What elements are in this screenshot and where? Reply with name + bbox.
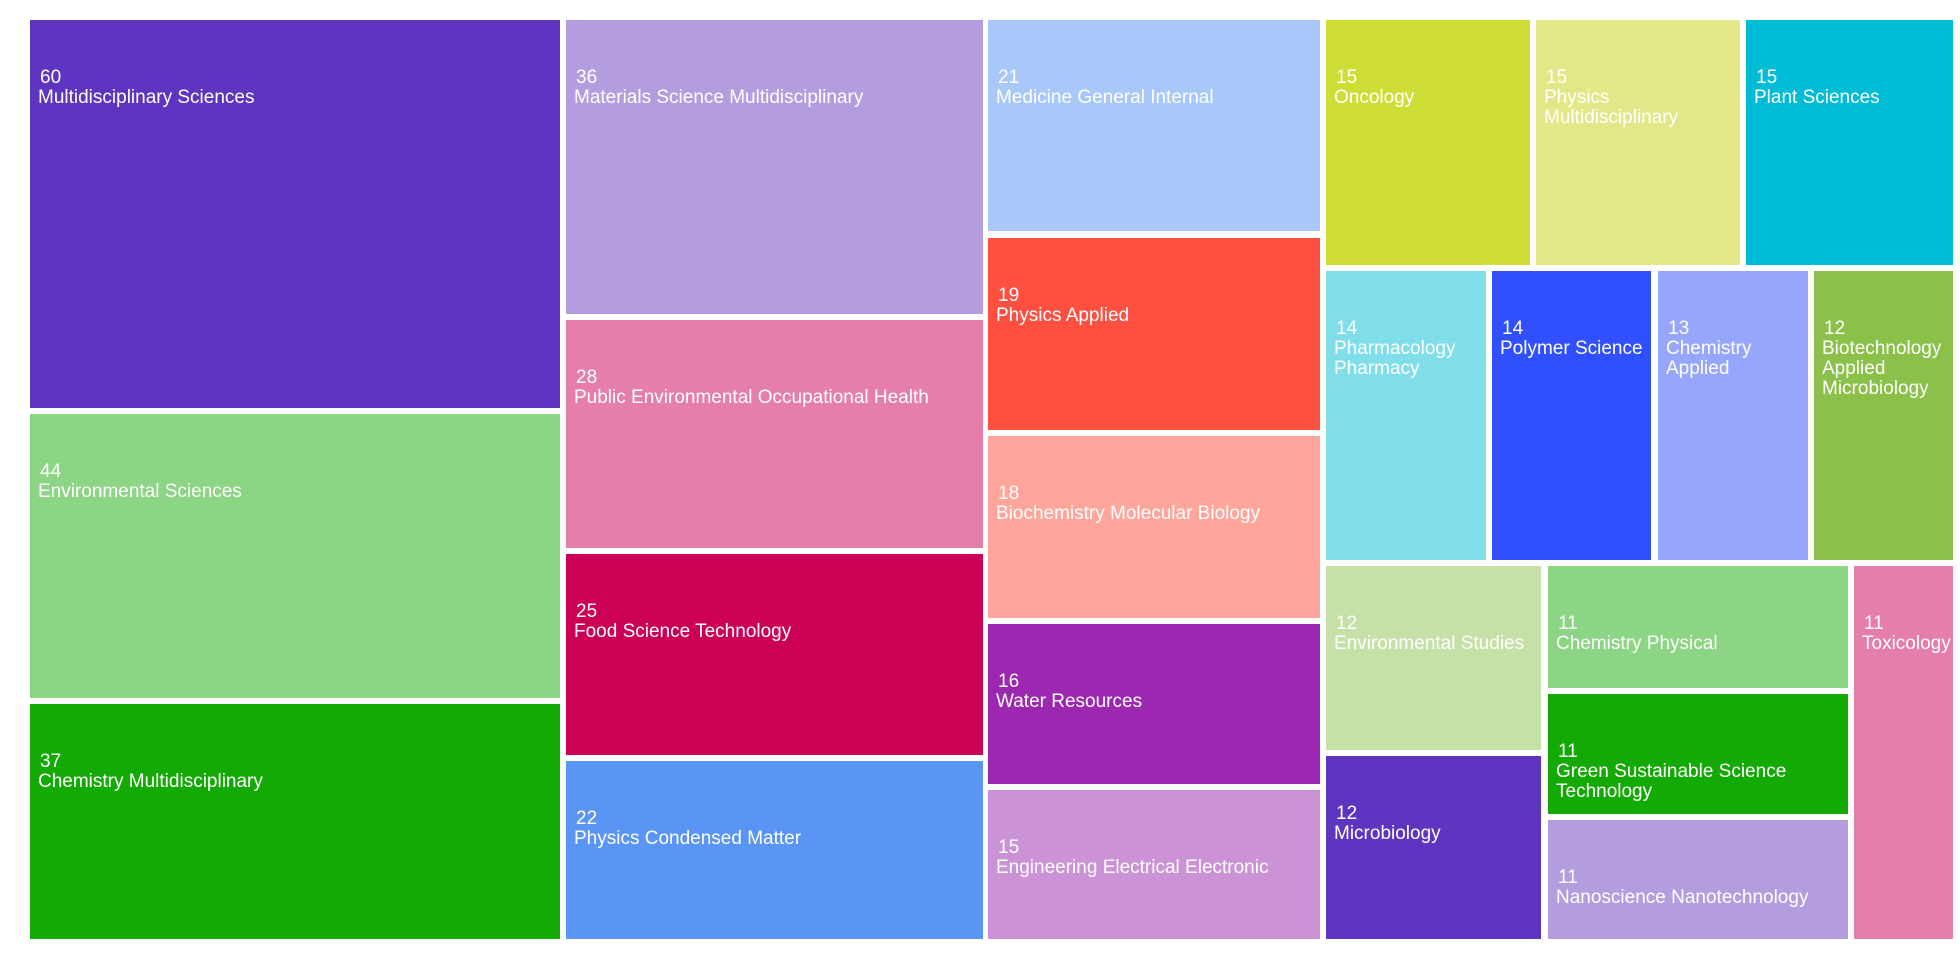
treemap-tile[interactable]: 15 Plant Sciences: [1746, 20, 1953, 265]
tile-value: 15: [1336, 67, 1358, 88]
tile-label: Water Resources: [996, 691, 1143, 712]
treemap-tile[interactable]: 16 Water Resources: [988, 624, 1320, 784]
treemap-tile[interactable]: 12 Microbiology: [1326, 756, 1541, 939]
tile-label: Chemistry Physical: [1556, 633, 1718, 654]
tile-value: 15: [998, 837, 1020, 858]
tile-value: 14: [1336, 318, 1358, 339]
treemap-tile[interactable]: 18 Biochemistry Molecular Biology: [988, 436, 1320, 618]
treemap-tile[interactable]: 15 Engineering Electrical Electronic: [988, 790, 1320, 939]
tile-value: 12: [1336, 613, 1358, 634]
tile-value: 11: [1864, 613, 1884, 634]
tile-label: Materials Science Multidisciplinary: [574, 87, 864, 108]
tile-label: Biotechnology Applied Microbiology: [1822, 338, 1942, 399]
treemap-tile[interactable]: 36 Materials Science Multidisciplinary: [566, 20, 983, 314]
tile-label: Oncology: [1334, 87, 1415, 108]
tile-value: 44: [40, 461, 62, 482]
treemap-tile[interactable]: 22 Physics Condensed Matter: [566, 761, 983, 939]
treemap-tile[interactable]: 44 Environmental Sciences: [30, 414, 560, 698]
treemap-tile[interactable]: 15 Oncology: [1326, 20, 1530, 265]
tile-label: Plant Sciences: [1754, 87, 1880, 108]
treemap-tile[interactable]: 25 Food Science Technology: [566, 554, 983, 755]
tile-value: 11: [1558, 867, 1578, 888]
tile-label: Multidisciplinary Sciences: [38, 87, 255, 108]
tile-value: 12: [1824, 318, 1846, 339]
tile-value: 11: [1558, 741, 1578, 762]
treemap-tile[interactable]: 37 Chemistry Multidisciplinary: [30, 704, 560, 939]
tile-value: 37: [40, 751, 62, 772]
tile-value: 60: [40, 67, 62, 88]
tile-label: Nanoscience Nanotechnology: [1556, 887, 1809, 908]
tile-label: Public Environmental Occupational Health: [574, 387, 929, 408]
tile-value: 28: [576, 367, 598, 388]
tile-label: Green Sustainable Science Technology: [1556, 761, 1787, 802]
treemap-tile[interactable]: 14 Pharmacology Pharmacy: [1326, 271, 1486, 560]
treemap-tile[interactable]: 13 Chemistry Applied: [1658, 271, 1808, 560]
tile-value: 11: [1558, 613, 1578, 634]
tile-label: Chemistry Multidisciplinary: [38, 771, 263, 792]
treemap-tile[interactable]: 11 Chemistry Physical: [1548, 566, 1848, 688]
tile-label: Medicine General Internal: [996, 87, 1214, 108]
tile-value: 19: [998, 285, 1020, 306]
tile-label: Physics Condensed Matter: [574, 828, 802, 849]
treemap-tile[interactable]: 21 Medicine General Internal: [988, 20, 1320, 231]
treemap-tile[interactable]: 11 Toxicology: [1854, 566, 1953, 939]
tile-label: Toxicology: [1862, 633, 1951, 654]
treemap-tile[interactable]: 28 Public Environmental Occupational Heal…: [566, 320, 983, 548]
tile-label: Polymer Science: [1500, 338, 1643, 359]
tile-label: Environmental Studies: [1334, 633, 1525, 654]
tile-value: 21: [998, 67, 1020, 88]
tile-label: Environmental Sciences: [38, 481, 242, 502]
tile-value: 14: [1502, 318, 1524, 339]
tile-value: 15: [1546, 67, 1568, 88]
tile-value: 22: [576, 808, 598, 829]
tile-value: 36: [576, 67, 598, 88]
treemap-tile[interactable]: 12 Biotechnology Applied Microbiology: [1814, 271, 1953, 560]
tile-value: 18: [998, 483, 1020, 504]
treemap-tile[interactable]: 19 Physics Applied: [988, 238, 1320, 430]
treemap-tile[interactable]: 60 Multidisciplinary Sciences: [30, 20, 560, 408]
tile-value: 15: [1756, 67, 1778, 88]
tile-value: 25: [576, 601, 598, 622]
tile-value: 13: [1668, 318, 1690, 339]
tile-label: Physics Applied: [996, 305, 1130, 326]
tile-label: Microbiology: [1334, 823, 1441, 844]
tile-label: Engineering Electrical Electronic: [996, 857, 1269, 878]
tile-value: 12: [1336, 803, 1358, 824]
tile-value: 16: [998, 671, 1020, 692]
tile-label: Physics Multidisciplinary: [1544, 87, 1679, 128]
treemap-tile[interactable]: 15 Physics Multidisciplinary: [1536, 20, 1740, 265]
treemap-tile[interactable]: 11 Nanoscience Nanotechnology: [1548, 820, 1848, 939]
tile-label: Biochemistry Molecular Biology: [996, 503, 1260, 524]
tile-label: Food Science Technology: [574, 621, 792, 642]
tile-label: Chemistry Applied: [1666, 338, 1752, 379]
treemap-tile[interactable]: 11 Green Sustainable Science Technology: [1548, 694, 1848, 814]
treemap-tile[interactable]: 12 Environmental Studies: [1326, 566, 1541, 750]
tile-label: Pharmacology Pharmacy: [1334, 338, 1456, 379]
treemap-tile[interactable]: 14 Polymer Science: [1492, 271, 1651, 560]
